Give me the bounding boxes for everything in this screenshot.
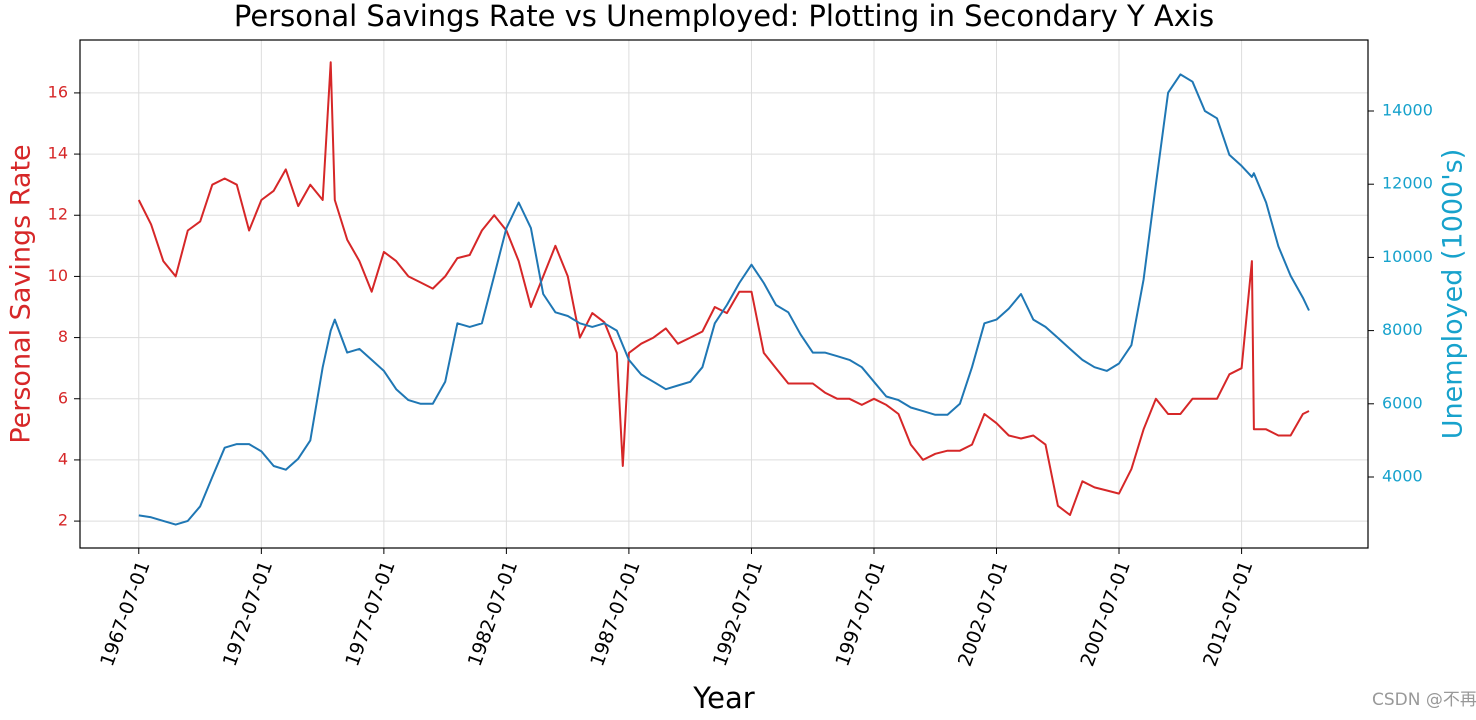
y2-tick-label: 6000 bbox=[1382, 393, 1423, 412]
series-line bbox=[138, 73, 1310, 526]
y-tick-label: 16 bbox=[48, 82, 68, 101]
x-tick-label: 1997-07-01 bbox=[831, 558, 889, 669]
x-tick-label: 1967-07-01 bbox=[96, 558, 154, 669]
x-tick-label: 1977-07-01 bbox=[341, 558, 399, 669]
x-tick-label: 1982-07-01 bbox=[464, 558, 522, 669]
x-tick-label: 2002-07-01 bbox=[954, 558, 1012, 669]
y-tick-label: 12 bbox=[48, 205, 68, 224]
plot-frame bbox=[79, 39, 1369, 549]
y-tick-label: 10 bbox=[48, 266, 68, 285]
y-axis-label: Personal Savings Rate bbox=[6, 144, 37, 443]
y-tick-label: 14 bbox=[48, 144, 68, 163]
y-tick-label: 6 bbox=[58, 388, 68, 407]
x-tick-label: 2007-07-01 bbox=[1076, 558, 1134, 669]
x-tick-label: 2012-07-01 bbox=[1199, 558, 1257, 669]
y2-tick-label: 4000 bbox=[1382, 466, 1423, 485]
y2-tick-label: 10000 bbox=[1382, 247, 1433, 266]
x-axis-label: Year bbox=[692, 681, 754, 715]
y-tick-label: 2 bbox=[58, 511, 68, 530]
y2-tick-label: 8000 bbox=[1382, 320, 1423, 339]
watermark: CSDN @不再依然07 bbox=[1372, 690, 1476, 710]
y-tick-label: 8 bbox=[58, 327, 68, 346]
x-tick-label: 1972-07-01 bbox=[219, 558, 277, 669]
x-tick-label: 1987-07-01 bbox=[586, 558, 644, 669]
chart-title: Personal Savings Rate vs Unemployed: Plo… bbox=[234, 0, 1214, 33]
y2-axis-label: Unemployed (1000's) bbox=[1438, 149, 1469, 440]
y-tick-label: 4 bbox=[58, 449, 68, 468]
y2-tick-label: 14000 bbox=[1382, 101, 1433, 120]
x-tick-label: 1992-07-01 bbox=[709, 558, 767, 669]
series-line bbox=[137, 61, 1310, 516]
y2-tick-label: 12000 bbox=[1382, 174, 1433, 193]
